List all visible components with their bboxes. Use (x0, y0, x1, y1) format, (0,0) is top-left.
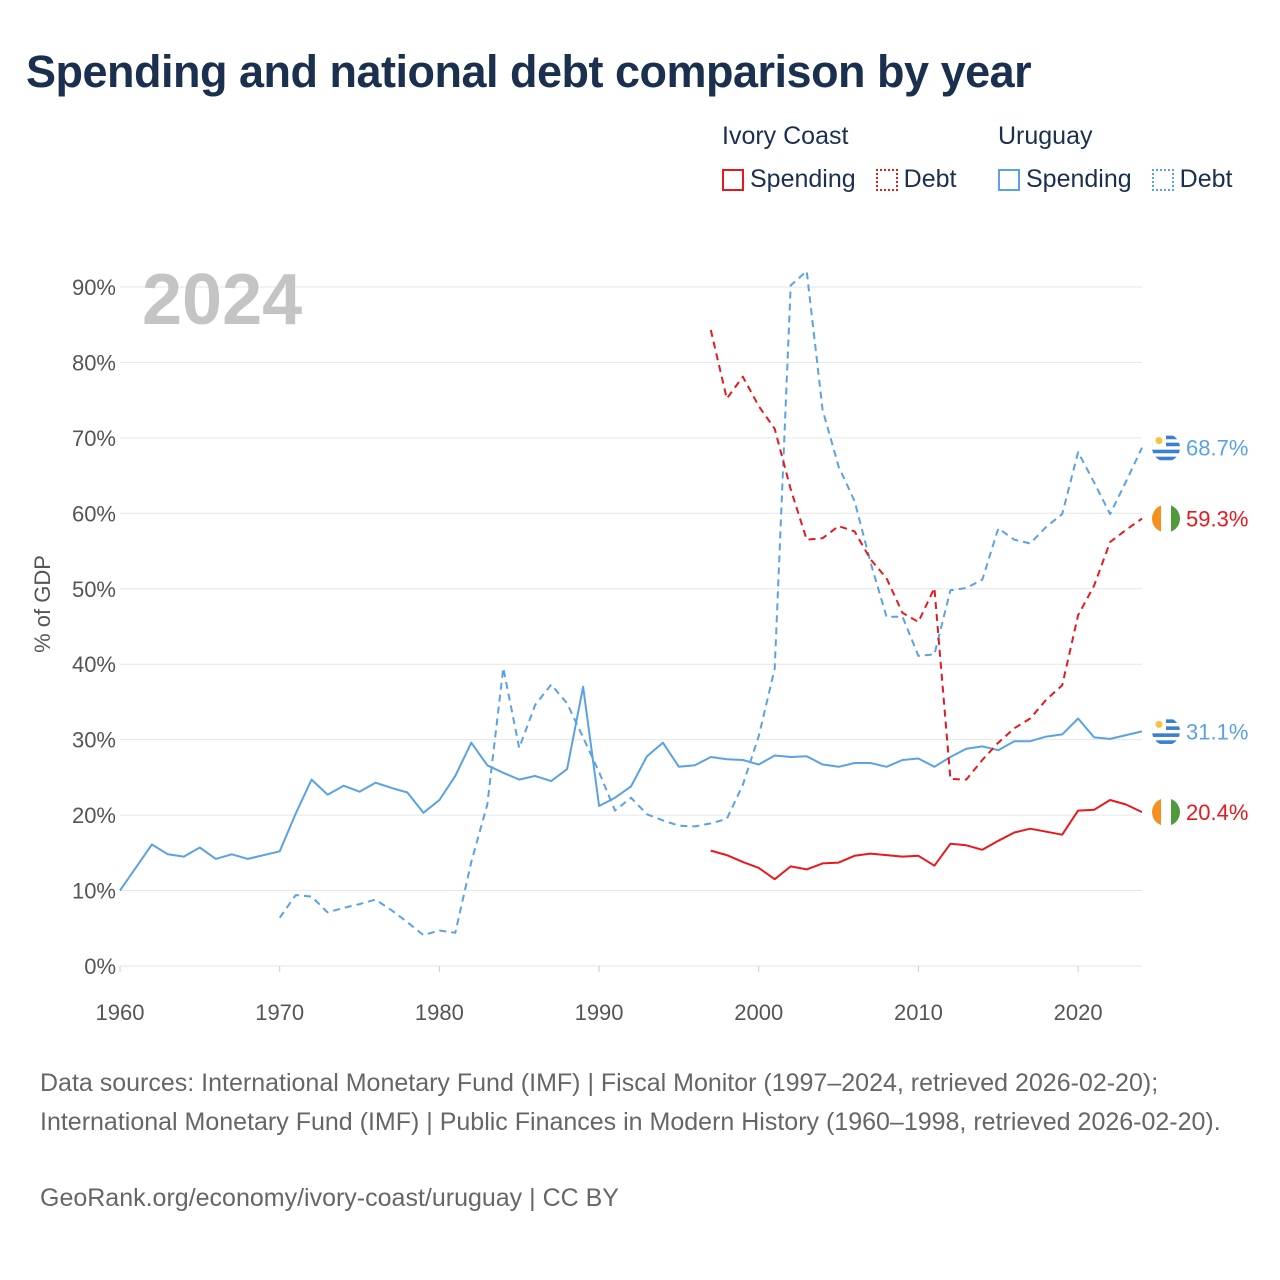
legend-label-uruguay-debt: Debt (1179, 165, 1233, 193)
end-label-uruguay-debt: 68.7% (1186, 436, 1248, 461)
y-tick-label: 90% (72, 275, 116, 300)
y-tick-label: 0% (84, 954, 116, 979)
dotted-swatch-icon (1151, 168, 1174, 191)
legend-label-uruguay-spending: Spending (1026, 165, 1132, 193)
y-axis-label: % of GDP (30, 555, 55, 653)
series-line-ivory-coast-debt (709, 329, 1143, 781)
gridlines (120, 286, 1142, 967)
x-axis: 1960 1970 1980 1990 2000 2010 2020 (96, 966, 1103, 1025)
legend-label-ivory-spending: Spending (750, 165, 856, 193)
series (119, 270, 1143, 937)
legend-label-ivory-debt: Debt (903, 165, 957, 193)
series-line-uruguay-spending (119, 685, 1143, 892)
y-tick-label: 40% (72, 652, 116, 677)
x-tick-label: 1970 (255, 1000, 304, 1025)
x-tick-label: 2020 (1054, 1000, 1103, 1025)
line-chart: 2024 0%10%20%30%40%50%60%70%80%90% 1960 1… (30, 260, 1248, 1025)
legend-title-uruguay: Uruguay (998, 122, 1093, 150)
end-label-uruguay-spending: 31.1% (1186, 719, 1248, 744)
legend-group-uruguay: Uruguay Spending Debt (998, 122, 1232, 194)
solid-swatch-icon (998, 168, 1020, 191)
series-line-uruguay-debt (278, 270, 1143, 937)
page-title: Spending and national debt comparison by… (26, 46, 1032, 97)
ivory-coast-flag-icon (1152, 798, 1180, 827)
y-tick-label: 80% (72, 350, 116, 375)
data-sources: Data sources: International Monetary Fun… (40, 1069, 1221, 1136)
ivory-coast-flag-icon (1152, 504, 1180, 533)
legend-group-ivory-coast: Ivory Coast Spending Debt (722, 122, 956, 194)
legend-title-ivory-coast: Ivory Coast (722, 122, 849, 150)
legend-item-uruguay-debt[interactable]: Debt (1151, 165, 1233, 194)
uruguay-flag-icon (1152, 717, 1180, 746)
y-tick-label: 70% (72, 426, 116, 451)
dotted-swatch-icon (875, 168, 898, 191)
legend-item-uruguay-spending[interactable]: Spending (998, 165, 1132, 194)
end-label-ivory-spending: 20.4% (1186, 800, 1248, 825)
x-tick-label: 1980 (415, 1000, 464, 1025)
x-tick-label: 1960 (96, 1000, 145, 1025)
x-tick-label: 2010 (894, 1000, 943, 1025)
x-tick-label: 1990 (575, 1000, 624, 1025)
y-axis: 0% 10% 20% 30% 40% 50% 60% 70% 80% 90% (72, 275, 116, 979)
y-tick-label: 60% (72, 501, 116, 526)
end-label-ivory-debt: 59.3% (1186, 507, 1248, 532)
legend-item-ivory-spending[interactable]: Spending (722, 165, 856, 194)
legend-item-ivory-debt[interactable]: Debt (875, 165, 957, 194)
y-tick-label: 10% (72, 879, 116, 904)
credit-link[interactable]: GeoRank.org/economy/ivory-coast/uruguay … (40, 1184, 619, 1212)
y-tick-label: 50% (72, 577, 116, 602)
y-tick-label: 30% (72, 728, 116, 753)
year-watermark: 2024 (142, 260, 302, 340)
x-tick-label: 2000 (734, 1000, 783, 1025)
y-tick-label: 20% (72, 803, 116, 828)
solid-swatch-icon (722, 168, 744, 191)
uruguay-flag-icon (1152, 433, 1180, 462)
series-line-ivory-coast-spending (710, 799, 1143, 881)
